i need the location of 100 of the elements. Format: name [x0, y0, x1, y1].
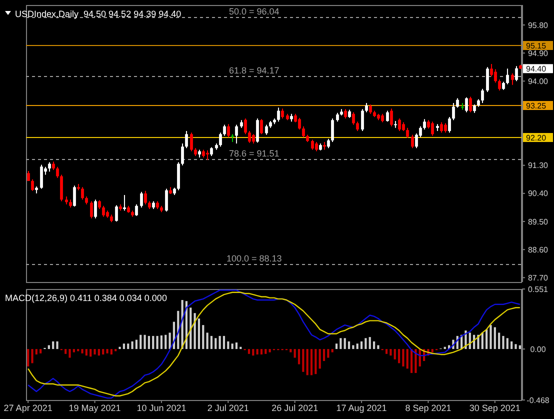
bar: [335, 344, 338, 350]
candlestick: [386, 110, 389, 122]
candlestick: [448, 116, 451, 134]
candlestick: [256, 118, 259, 144]
candlestick: [281, 108, 284, 120]
candlestick: [431, 121, 434, 136]
bar: [268, 349, 271, 352]
bar: [510, 341, 513, 350]
candlestick: [81, 186, 84, 200]
y-tick-label: 0.00: [530, 344, 546, 354]
bar: [160, 335, 163, 350]
bar: [102, 349, 104, 354]
bar: [318, 349, 321, 369]
y-tick-label: 95.80: [528, 20, 549, 30]
candlestick: [423, 118, 426, 130]
candlestick: [361, 108, 364, 132]
bar: [490, 325, 492, 350]
bar: [222, 336, 226, 350]
candlestick: [40, 164, 43, 190]
candlestick: [498, 79, 501, 91]
candlestick: [144, 190, 147, 205]
y-tick-label: 89.50: [528, 217, 549, 226]
candlestick: [27, 170, 30, 182]
annotation: 94.40: [526, 64, 547, 74]
candlestick: [181, 143, 184, 166]
bar: [290, 349, 292, 352]
candlestick: [115, 204, 118, 222]
bar: [431, 349, 434, 352]
bar: [294, 349, 296, 358]
y-tick-label: 90.40: [528, 189, 549, 198]
bar: [356, 344, 358, 350]
candlestick: [406, 127, 409, 138]
bar: [481, 332, 484, 350]
x-tick-label: 10 Jun 2021: [136, 403, 186, 413]
bar: [502, 336, 504, 350]
candlestick: [298, 117, 301, 130]
bar: [327, 349, 330, 358]
candlestick: [440, 122, 443, 134]
bar: [352, 345, 354, 350]
bar: [486, 329, 488, 350]
candlestick: [327, 138, 330, 149]
bar: [127, 344, 130, 350]
candlestick: [452, 102, 455, 121]
bar: [506, 338, 508, 350]
x-tick-label: 2 Jul 2021: [207, 403, 249, 413]
bar: [156, 336, 158, 350]
bar: [385, 349, 388, 354]
y-tick-label: 0.551: [528, 284, 549, 294]
bar: [52, 341, 54, 350]
bar: [306, 349, 308, 376]
bar: [390, 349, 392, 356]
x-tick-label: 30 Sep 2021: [469, 403, 520, 413]
candlestick: [369, 104, 372, 114]
candlestick: [481, 88, 484, 104]
bar: [152, 336, 154, 350]
y-tick-label: 94.00: [528, 76, 549, 86]
candlestick: [444, 122, 447, 134]
ref-line-label: 95.15: [526, 41, 547, 50]
bar: [168, 332, 171, 350]
bar: [198, 318, 200, 350]
candlestick: [260, 118, 263, 135]
bar: [202, 325, 204, 350]
x-tick-label: 26 Jul 2021: [272, 403, 318, 413]
bar: [48, 345, 50, 350]
bar: [494, 327, 496, 350]
bar: [314, 349, 317, 374]
bar: [260, 349, 263, 354]
ref-line-label: 93.25: [526, 101, 547, 110]
bar: [344, 338, 346, 350]
bar: [252, 349, 254, 356]
bar: [227, 341, 230, 350]
bar: [302, 349, 304, 372]
candlestick: [315, 141, 318, 152]
candlestick: [490, 63, 493, 77]
candlestick: [31, 178, 34, 192]
bar: [214, 338, 217, 350]
bar: [118, 346, 121, 350]
candlestick: [231, 134, 234, 142]
candlestick: [486, 66, 489, 93]
bar: [360, 341, 363, 350]
bar: [518, 345, 521, 350]
candlestick: [465, 96, 468, 113]
candlestick: [140, 191, 143, 208]
bar: [348, 341, 350, 350]
candlestick: [352, 112, 355, 126]
bar: [56, 341, 58, 350]
bar: [368, 337, 371, 350]
bar: [231, 344, 234, 350]
x-tick-label: 27 Apr 2021: [4, 403, 52, 413]
candlestick: [102, 205, 105, 218]
candlestick: [302, 126, 305, 138]
candlestick: [165, 188, 168, 212]
bar: [514, 344, 517, 350]
candlestick: [390, 108, 393, 127]
candlestick: [123, 194, 126, 212]
bar: [331, 349, 334, 352]
candlestick: [398, 118, 401, 132]
bar: [68, 349, 71, 358]
ref-line-label: 92.20: [526, 133, 547, 142]
bar: [394, 349, 396, 360]
